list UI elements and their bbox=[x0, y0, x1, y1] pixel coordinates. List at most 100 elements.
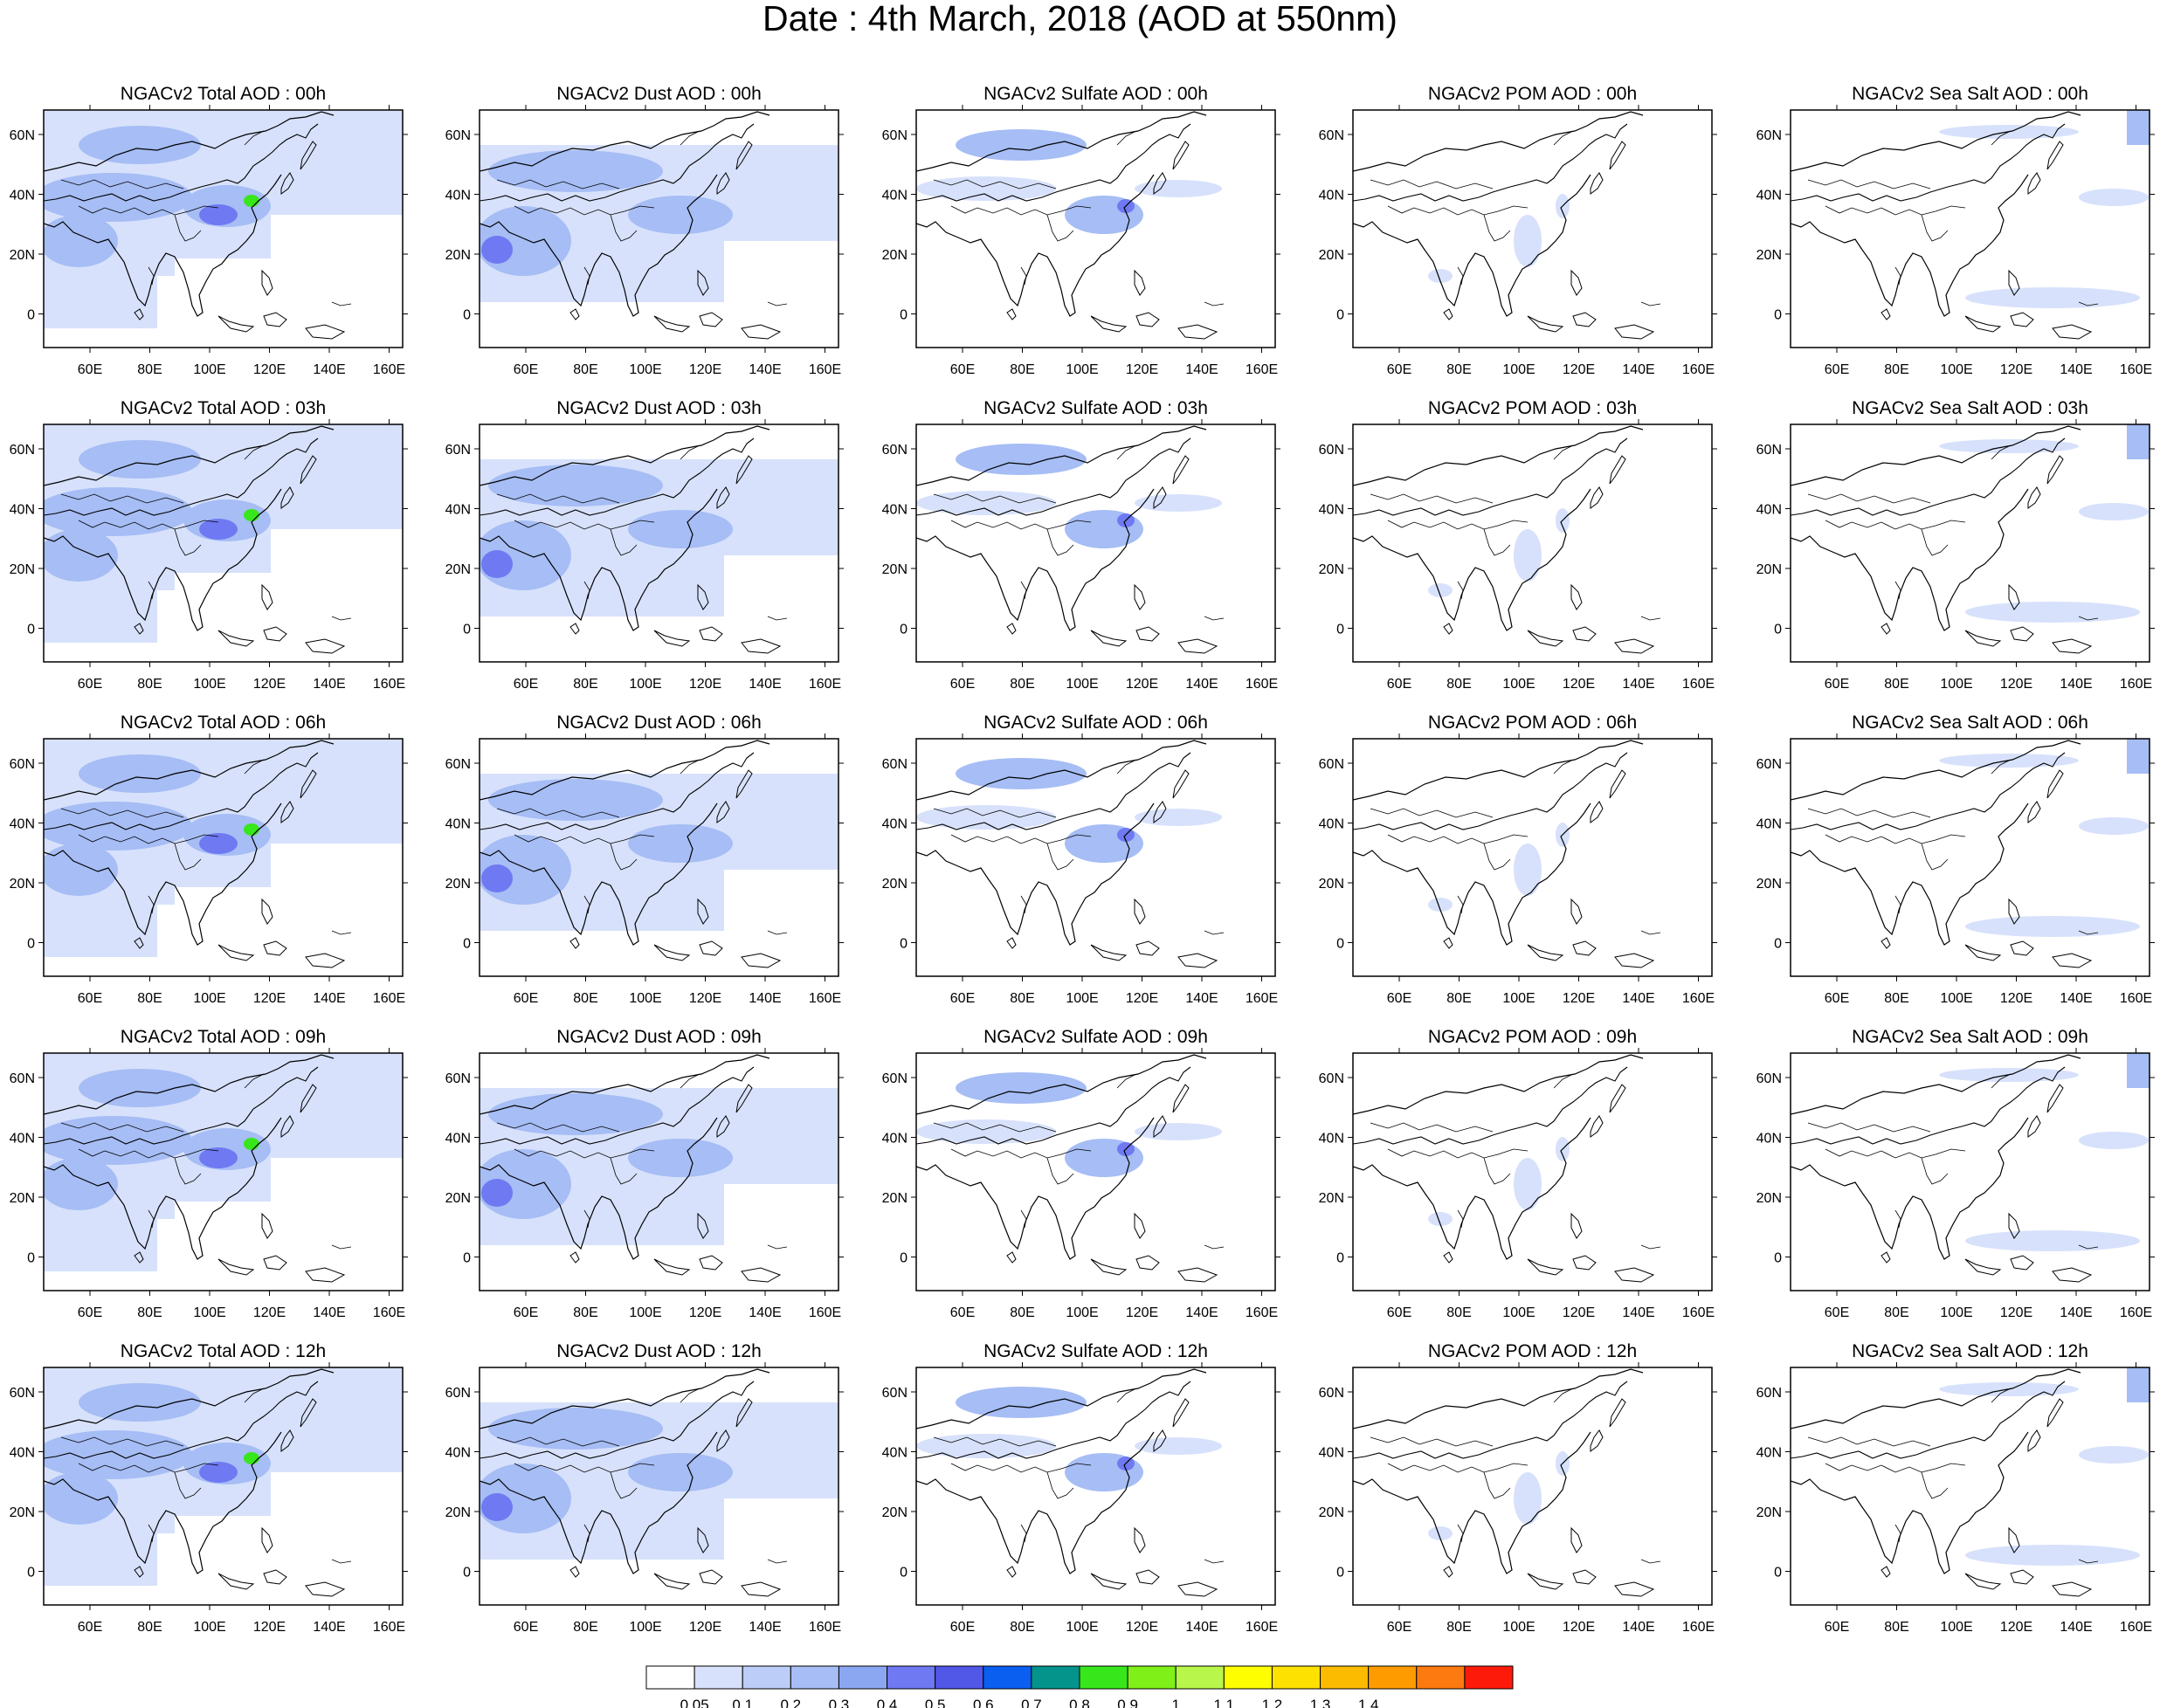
map-panel-sulfate-09h: NGACv2 Sulfate AOD : 09h 60E 80E 100E 120E 14… bbox=[882, 1027, 1280, 1320]
y-tick-label: 0 bbox=[463, 308, 471, 323]
y-tick-label: 40N bbox=[1319, 817, 1344, 832]
map-panel-pom-03h: NGACv2 POM AOD : 03h 60E 80E 100E 120E 140E 16… bbox=[1319, 398, 1717, 692]
y-tick-label: 40N bbox=[1319, 503, 1344, 518]
x-tick-label: 60E bbox=[1387, 1620, 1411, 1635]
panel-title: NGACv2 POM AOD : 09h bbox=[1428, 1027, 1637, 1047]
x-tick-label: 120E bbox=[2000, 1305, 2032, 1320]
y-tick-label: 60N bbox=[1319, 1071, 1344, 1086]
x-tick-label: 60E bbox=[78, 1620, 102, 1635]
map-panel-dust-09h: NGACv2 Dust AOD : 09h 60E 80E 100E 120E 140E 1… bbox=[445, 1027, 844, 1320]
x-tick-label: 100E bbox=[1502, 991, 1535, 1006]
aerosol-blob bbox=[244, 1452, 259, 1464]
panel-frame bbox=[43, 109, 404, 348]
y-tick-label: 20N bbox=[1319, 248, 1344, 263]
y-tick-label: 0 bbox=[27, 308, 35, 323]
x-tick-label: 60E bbox=[1387, 991, 1411, 1006]
x-tick-label: 160E bbox=[373, 362, 405, 377]
x-tick-label: 100E bbox=[1940, 1620, 1972, 1635]
aerosol-blob bbox=[2127, 1367, 2150, 1402]
aerosol-blob bbox=[488, 1408, 663, 1450]
aerosol-blob bbox=[481, 236, 513, 264]
aerosol-blob bbox=[916, 805, 1056, 830]
map-panel-total-06h: NGACv2 Total AOD : 06h 60E 80E 100E 120E 140E… bbox=[10, 713, 408, 1006]
colorbar-swatch bbox=[1031, 1665, 1080, 1690]
aerosol-blob bbox=[956, 129, 1087, 161]
panel-title: NGACv2 Total AOD : 12h bbox=[121, 1341, 326, 1361]
y-tick-label: 60N bbox=[445, 1386, 471, 1401]
y-tick-label: 0 bbox=[1336, 937, 1344, 952]
colorbar-swatch bbox=[983, 1665, 1032, 1690]
aerosol-blob bbox=[724, 1184, 838, 1254]
panel-frame bbox=[1790, 1052, 2150, 1291]
x-tick-label: 80E bbox=[1884, 1620, 1908, 1635]
y-tick-label: 20N bbox=[1319, 1505, 1344, 1520]
x-tick-label: 140E bbox=[2060, 362, 2092, 377]
y-tick-label: 40N bbox=[1319, 1132, 1344, 1147]
aerosol-blob bbox=[488, 779, 663, 821]
panel-title: NGACv2 Sea Salt AOD : 03h bbox=[1852, 398, 2088, 418]
aerosol-blob bbox=[44, 1219, 157, 1271]
x-tick-label: 120E bbox=[1563, 1305, 1595, 1320]
map-panel-dust-00h: NGACv2 Dust AOD : 00h 60E 80E 100E 120E 140E 1… bbox=[445, 84, 844, 377]
aerosol-blob bbox=[1135, 180, 1222, 197]
x-tick-label: 60E bbox=[78, 362, 102, 377]
map-panel-pom-09h: NGACv2 POM AOD : 09h 60E 80E 100E 120E 140E 16… bbox=[1319, 1027, 1717, 1320]
y-tick-label: 40N bbox=[882, 1132, 907, 1147]
aerosol-blob bbox=[79, 754, 201, 793]
aerosol-field bbox=[916, 1054, 1225, 1283]
x-tick-label: 140E bbox=[2060, 1620, 2092, 1635]
y-tick-label: 0 bbox=[463, 1251, 471, 1266]
aerosol-blob bbox=[1965, 287, 2140, 308]
x-tick-label: 60E bbox=[950, 1620, 975, 1635]
y-tick-label: 0 bbox=[463, 1566, 471, 1581]
x-tick-label: 160E bbox=[373, 1305, 405, 1320]
colorbar-swatch bbox=[645, 1665, 695, 1690]
aerosol-blob bbox=[44, 1158, 118, 1210]
map-panel-dust-12h: NGACv2 Dust AOD : 12h 60E 80E 100E 120E 140E 1… bbox=[445, 1341, 844, 1635]
panel-frame bbox=[915, 109, 1276, 348]
aerosol-blob bbox=[199, 833, 238, 854]
x-tick-label: 120E bbox=[2000, 991, 2032, 1006]
x-tick-label: 140E bbox=[313, 362, 345, 377]
x-tick-label: 120E bbox=[253, 362, 286, 377]
x-tick-label: 120E bbox=[1126, 677, 1158, 692]
aerosol-blob bbox=[488, 1093, 663, 1135]
y-tick-label: 0 bbox=[900, 1566, 907, 1581]
x-tick-label: 140E bbox=[1185, 362, 1218, 377]
x-tick-label: 100E bbox=[193, 677, 225, 692]
aerosol-blob bbox=[199, 519, 238, 540]
aerosol-field bbox=[1353, 111, 1661, 340]
aerosol-blob bbox=[628, 1139, 733, 1177]
aerosol-field bbox=[480, 1368, 838, 1597]
aerosol-blob bbox=[724, 1498, 838, 1568]
x-tick-label: 140E bbox=[1185, 677, 1218, 692]
y-tick-label: 40N bbox=[882, 817, 907, 832]
aerosol-blob bbox=[199, 1462, 238, 1483]
x-tick-label: 60E bbox=[514, 362, 538, 377]
y-tick-label: 40N bbox=[1756, 503, 1782, 518]
x-tick-label: 60E bbox=[514, 677, 538, 692]
panel-frame bbox=[1352, 109, 1713, 348]
aerosol-blob bbox=[724, 555, 838, 625]
y-tick-label: 20N bbox=[1756, 248, 1782, 263]
map-panel-sulfate-12h: NGACv2 Sulfate AOD : 12h 60E 80E 100E 120E 14… bbox=[882, 1341, 1280, 1635]
y-tick-label: 0 bbox=[900, 623, 907, 637]
y-tick-label: 60N bbox=[882, 128, 907, 143]
panel-frame bbox=[479, 424, 839, 663]
panel-title: NGACv2 Sulfate AOD : 06h bbox=[983, 713, 1208, 733]
x-tick-label: 80E bbox=[573, 1620, 597, 1635]
panel-frame bbox=[43, 1052, 404, 1291]
aerosol-blob bbox=[1135, 1437, 1222, 1455]
aerosol-blob bbox=[956, 444, 1087, 475]
x-tick-label: 140E bbox=[1622, 991, 1654, 1006]
colorbar-label: 0.5 bbox=[925, 1697, 946, 1708]
aerosol-blob bbox=[488, 150, 663, 192]
aerosol-field bbox=[916, 425, 1225, 654]
y-tick-label: 60N bbox=[882, 757, 907, 772]
x-tick-label: 80E bbox=[1884, 991, 1908, 1006]
aerosol-field bbox=[44, 110, 403, 340]
panel-frame bbox=[1352, 1367, 1713, 1606]
y-tick-label: 20N bbox=[1756, 1505, 1782, 1520]
x-tick-label: 100E bbox=[1940, 677, 1972, 692]
y-tick-label: 0 bbox=[27, 623, 35, 637]
